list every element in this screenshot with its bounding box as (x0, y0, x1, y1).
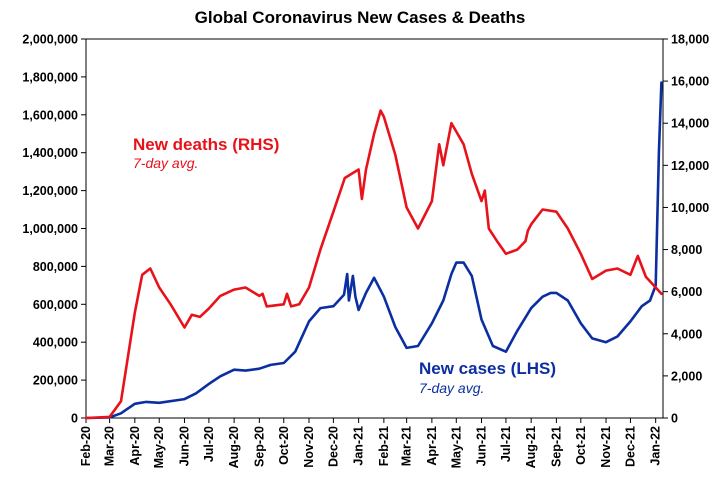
x-tick-label: Jul-21 (499, 426, 513, 462)
series-line-deaths (84, 109, 663, 420)
y-right-tick-label: 10,000 (671, 201, 709, 215)
x-tick-label: Aug-20 (227, 426, 241, 468)
y-left-tick-label: 0 (71, 412, 78, 426)
y-left-tick-label: 600,000 (33, 298, 78, 312)
x-tick-label: Jul-20 (202, 426, 216, 462)
y-right-tick-label: 16,000 (671, 75, 709, 89)
x-tick-label: Jun-20 (177, 426, 191, 466)
y-right-tick-label: 4,000 (671, 327, 702, 341)
x-tick-label: Jan-21 (352, 426, 366, 466)
y-axis-left: 0 200,000 400,000 600,000 800,000 1,000,000 1,… (22, 33, 86, 426)
cases-annotation-sub: 7-day avg. (419, 380, 484, 396)
chart-title: Global Coronavirus New Cases & Deaths (195, 8, 526, 27)
y-left-tick-label: 2,000,000 (22, 33, 78, 47)
x-tick-label: Jan-22 (649, 426, 663, 466)
y-right-tick-label: 14,000 (671, 117, 709, 131)
series-layer (84, 81, 663, 420)
y-left-tick-label: 800,000 (33, 260, 78, 274)
y-left-tick-label: 1,800,000 (22, 70, 78, 84)
y-left-tick-label: 1,400,000 (22, 146, 78, 160)
y-left-tick-label: 400,000 (33, 336, 78, 350)
x-axis: Feb-20 Mar-20 Apr-20 May-20 Jun-20 Jul-20 Aug-… (79, 418, 663, 468)
y-right-tick-label: 6,000 (671, 285, 702, 299)
x-tick-label: Jun-21 (475, 426, 489, 466)
deaths-annotation: New deaths (RHS) (133, 135, 279, 154)
x-tick-label: Mar-20 (103, 426, 117, 466)
x-tick-label: Mar-21 (400, 426, 414, 466)
y-left-tick-label: 200,000 (33, 374, 78, 388)
x-tick-label: Nov-20 (302, 426, 316, 468)
y-axis-right: 0 2,000 4,000 6,000 8,000 10,000 12,000 14,000 1… (663, 33, 709, 426)
x-tick-label: Feb-20 (79, 426, 93, 466)
x-tick-label: Nov-21 (599, 426, 613, 468)
x-tick-label: Feb-21 (377, 426, 391, 466)
y-right-tick-label: 8,000 (671, 243, 702, 257)
x-tick-label: Dec-20 (326, 426, 340, 467)
x-tick-label: Sep-21 (549, 426, 563, 467)
x-tick-label: Dec-21 (623, 426, 637, 467)
cases-annotation: New cases (LHS) (419, 359, 556, 378)
y-left-tick-label: 1,600,000 (22, 108, 78, 122)
y-left-tick-label: 1,000,000 (22, 222, 78, 236)
x-tick-label: Apr-21 (425, 426, 439, 466)
y-left-tick-label: 1,200,000 (22, 184, 78, 198)
x-tick-label: Aug-21 (524, 426, 538, 468)
series-line-cases (84, 81, 663, 420)
deaths-annotation-sub: 7-day avg. (133, 155, 198, 171)
y-right-tick-label: 0 (671, 412, 678, 426)
x-tick-label: May-21 (449, 426, 463, 468)
x-tick-label: Apr-20 (128, 426, 142, 466)
x-tick-label: Sep-20 (252, 426, 266, 467)
x-tick-label: Oct-21 (574, 426, 588, 465)
x-tick-label: Oct-20 (277, 426, 291, 465)
x-tick-label: May-20 (152, 426, 166, 468)
plot-area (85, 38, 664, 419)
y-right-tick-label: 18,000 (671, 33, 709, 47)
y-right-tick-label: 12,000 (671, 159, 709, 173)
y-right-tick-label: 2,000 (671, 369, 702, 383)
